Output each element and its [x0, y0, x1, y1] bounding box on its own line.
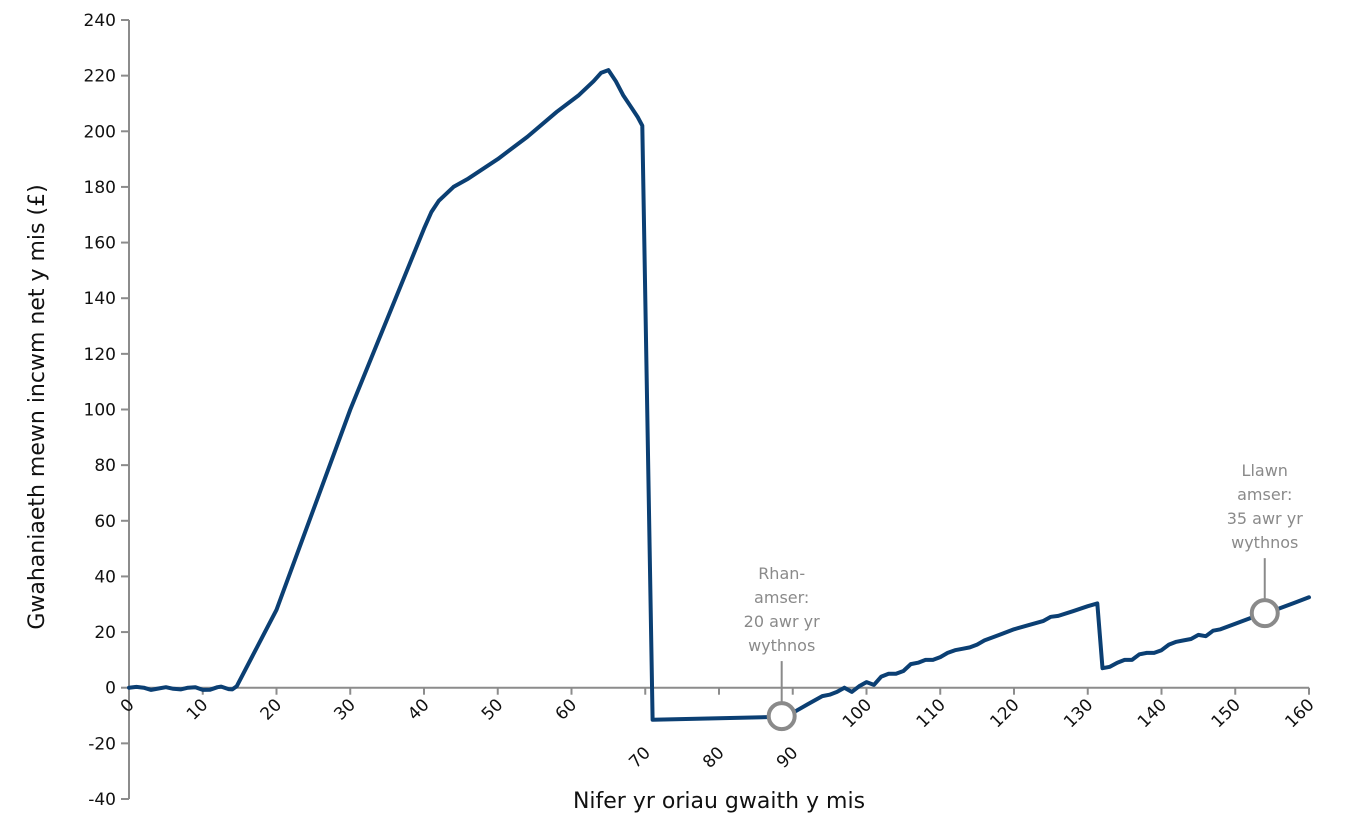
annotation-marker — [1249, 598, 1280, 629]
annotations: Rhan-amser: 20 awr yr wythnos Llawn amser: 35… — [744, 461, 1303, 732]
y-tick-label: 0 — [105, 679, 116, 699]
annotation-text: wythnos — [1231, 533, 1298, 552]
annotation-text: amser: — [754, 588, 809, 607]
x-tick-label: 80 — [699, 743, 728, 772]
series-line — [127, 68, 1311, 722]
x-tick-label: 110 — [913, 695, 950, 732]
y-axis-title: Gwahaniaeth mewn incwm net y mis (£) — [25, 184, 50, 629]
y-tick-label: 40 — [94, 567, 116, 587]
annotation-text: Rhan- — [758, 564, 805, 583]
x-tick-label: 150 — [1208, 695, 1245, 732]
x-tick-label: 130 — [1060, 695, 1097, 732]
x-tick-label: 100 — [839, 695, 876, 732]
y-tick-label: 180 — [84, 178, 116, 198]
y-tick-label: -40 — [88, 790, 116, 810]
axes: -40-200204060801001201401601802002202400… — [84, 11, 1319, 810]
y-tick-label: 80 — [94, 456, 116, 476]
x-axis-title: Nifer yr oriau gwaith y mis — [573, 789, 865, 814]
x-tick-label: 60 — [552, 695, 581, 724]
annotation-marker — [766, 701, 797, 732]
y-tick-label: 240 — [84, 11, 116, 31]
y-tick-label: 160 — [84, 234, 116, 254]
x-tick-label: 30 — [330, 695, 359, 724]
y-tick-label: 120 — [84, 345, 116, 365]
x-tick-label: 120 — [986, 695, 1023, 732]
x-tick-label: 0 — [117, 695, 139, 717]
y-tick-label: 100 — [84, 401, 116, 421]
annotation-text: 35 awr yr — [1227, 509, 1303, 528]
x-tick-label: 50 — [478, 695, 507, 724]
y-tick-label: 20 — [94, 623, 116, 643]
y-tick-label: 60 — [94, 512, 116, 532]
y-tick-label: 140 — [84, 289, 116, 309]
annotation-text: wythnos — [748, 636, 815, 655]
annotation-text: amser: — [1237, 485, 1292, 504]
x-tick-label: 70 — [625, 743, 654, 772]
x-tick-label: 160 — [1281, 695, 1318, 732]
series-layer — [127, 68, 1311, 722]
x-tick-label: 40 — [404, 695, 433, 724]
x-tick-label: 140 — [1134, 695, 1171, 732]
x-tick-label: 20 — [257, 695, 286, 724]
y-tick-label: 220 — [84, 67, 116, 87]
annotation-text: Llawn — [1242, 461, 1288, 480]
y-tick-label: -20 — [88, 734, 116, 754]
annotation-text: 20 awr yr — [744, 612, 820, 631]
y-tick-label: 200 — [84, 122, 116, 142]
x-tick-label: 90 — [773, 743, 802, 772]
x-tick-label: 10 — [183, 695, 212, 724]
